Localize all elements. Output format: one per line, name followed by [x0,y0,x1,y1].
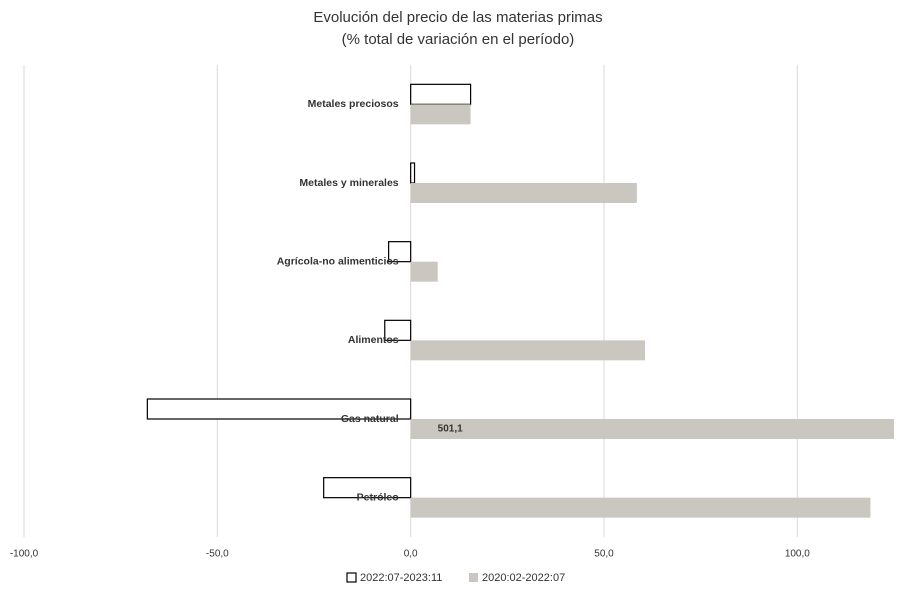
bar [388,241,412,263]
bar [323,477,412,499]
x-tick-label: 0,0 [404,549,418,560]
x-tick-label: 100,0 [785,549,810,560]
bar [384,319,412,341]
bar [410,261,438,282]
bar [410,419,894,439]
category-label: Alimentos [348,334,399,346]
data-label: 501,1 [438,424,463,435]
bar [410,497,871,518]
x-tick-label: -50,0 [206,549,229,560]
bar [410,183,637,203]
bar [410,83,472,105]
bar [410,340,645,361]
labels: Metales preciosos Metales y minerales Agrí… [277,98,565,584]
category-label: Agrícola-no alimenticios [277,255,399,267]
category-label: Gas natural [341,413,399,425]
bars [146,83,894,518]
legend-swatch [346,572,357,583]
x-tick-label: -100,0 [10,549,39,560]
bar [410,162,416,184]
legend-label: 2020:02-2022:07 [482,572,565,584]
bar [410,104,471,125]
chart-subtitle: (% total de variación en el período) [342,31,575,48]
legend-label: 2022:07-2023:11 [360,572,442,584]
grid: -100,0 -50,0 0,0 50,0 100,0 [10,65,810,560]
bar [146,398,412,420]
chart-title: Evolución del precio de las materias pri… [313,9,602,26]
category-label: Metales preciosos [308,98,399,110]
x-tick-label: 50,0 [594,549,614,560]
legend-swatch [469,573,478,582]
category-label: Petróleo [357,491,399,503]
category-label: Metales y minerales [299,177,398,189]
